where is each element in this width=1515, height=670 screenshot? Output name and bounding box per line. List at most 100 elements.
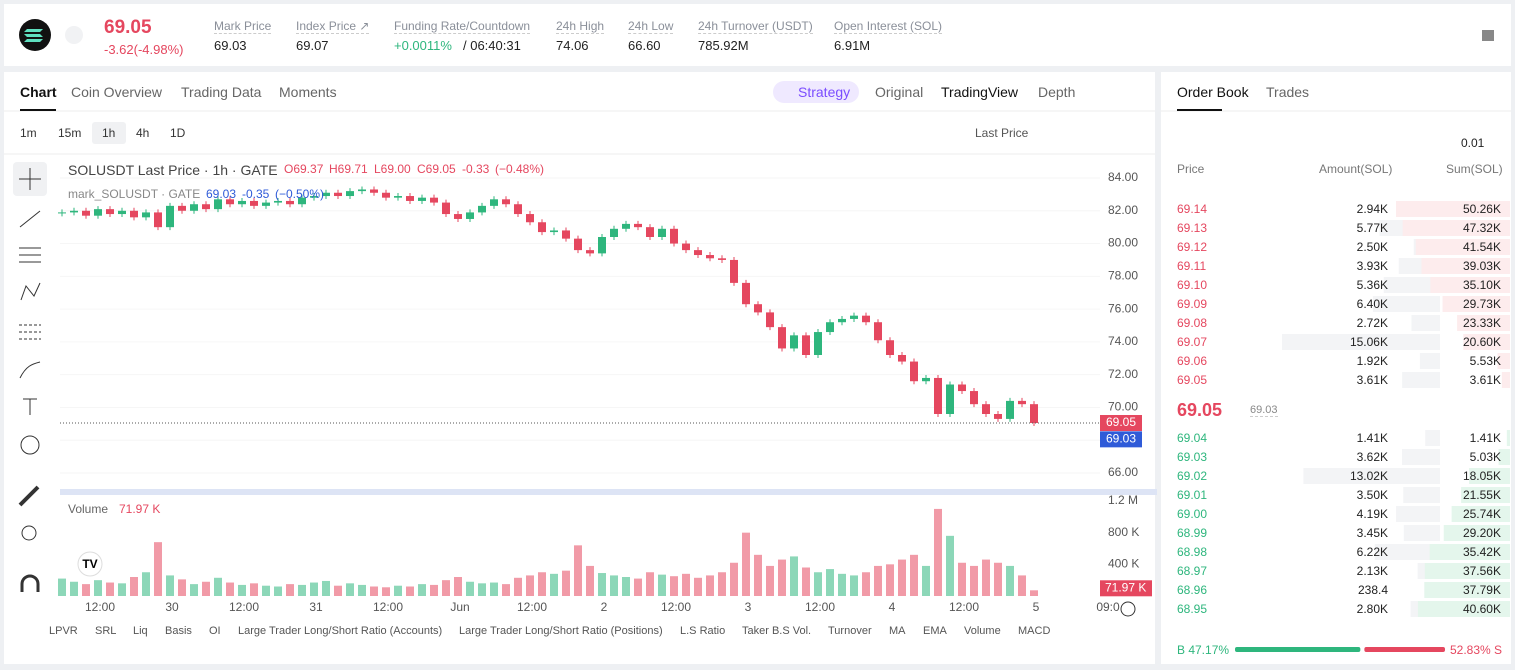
indicator[interactable]: Volume [964,625,1001,637]
mark-price-tag-label: 69.03 [1106,432,1136,446]
timeframe[interactable]: 1D [170,126,186,140]
ob-sum: 1.41K [1469,431,1501,445]
sum-bar [1498,449,1510,465]
indicator[interactable]: Basis [165,625,192,637]
emoji-tool[interactable] [20,435,40,455]
amount-bar [1402,372,1440,388]
timeframe[interactable]: 1h [102,126,116,140]
favorite[interactable] [65,26,83,44]
indicator[interactable]: MACD [1018,625,1051,637]
ob-price: 69.01 [1177,488,1208,502]
indicator[interactable]: Large Trader Long/Short Ratio (Accounts) [238,625,443,637]
layout-icon[interactable] [1482,30,1494,41]
timeframe[interactable]: 4h [136,126,150,140]
candle-body [658,228,666,237]
sum-bar [1451,506,1510,522]
indicator[interactable]: Taker B.S Vol. [742,625,812,637]
ob-amount: 13.02K [1349,469,1388,483]
ob-sum: 35.10K [1462,278,1501,292]
fib-tool[interactable] [19,324,41,340]
volume-bar [130,577,138,596]
volume-bar [274,586,282,596]
volume-bar [430,584,438,596]
candle-body [106,209,114,215]
sum-bar [1497,353,1510,369]
channel-tool[interactable] [19,247,41,263]
indicator[interactable]: L.S Ratio [680,625,726,637]
candle-body [586,250,594,254]
stat-value: 74.06 [556,38,589,53]
timeframe[interactable]: 15m [58,126,82,140]
candle-body [406,196,414,201]
ruler-tool[interactable] [18,485,40,507]
view-tab[interactable]: Strategy [798,84,851,100]
volume-bar [766,565,774,596]
candle-body [334,192,342,197]
precision[interactable]: 0.01 [1461,136,1485,150]
indicator[interactable]: LPVR [49,625,78,637]
legend-mark_chg: -0.35 [242,187,270,201]
x-tick-label: 12:00 [517,600,547,614]
ob-tab[interactable]: Order Book [1177,84,1249,100]
x-tick-label: 12:00 [85,600,115,614]
chart-tab[interactable]: Chart [20,84,57,100]
ob-tab[interactable]: Trades [1266,84,1310,100]
x-tick-label: 12:00 [805,600,835,614]
x-tick-label: 12:00 [949,600,979,614]
volume-bar [166,575,174,596]
stat-value: 69.07 [296,38,329,53]
indicator[interactable]: Turnover [828,625,872,637]
legend-mark_value: 69.03 [206,187,237,201]
volume-bar [538,572,546,596]
candle-body [166,205,174,228]
volume-bar [562,570,570,596]
text-tool[interactable] [23,398,37,415]
price: 69.05 [104,17,152,38]
zoom-tool[interactable] [21,525,37,541]
indicator[interactable]: MA [889,625,906,637]
x-tick-label: 09:0 [1096,600,1120,614]
candle-body [382,192,390,198]
volume-bar [982,559,990,596]
indicator[interactable]: SRL [95,625,117,637]
volume-bar [742,532,750,596]
chart-tab[interactable]: Moments [279,84,337,100]
indicator[interactable]: Large Trader Long/Short Ratio (Positions… [459,625,663,637]
candle-body [58,212,66,214]
volume-bar [730,562,738,596]
volume-bar [670,576,678,596]
timeframe[interactable]: 1m [20,126,37,140]
sum-bar [1415,239,1510,255]
indicator[interactable]: OI [209,625,221,637]
chart-tab[interactable]: Trading Data [181,84,262,100]
candle-body [610,228,618,237]
ob-sum: 40.60K [1462,602,1501,616]
view-tab[interactable]: Original [875,84,924,100]
volume-bar [262,585,270,596]
view-tab[interactable]: Depth [1038,84,1076,100]
candle-body [394,196,402,198]
pattern-tool[interactable] [20,282,41,301]
sum-bar [1443,525,1510,541]
candle-body [670,228,678,244]
magnet-tool[interactable] [20,574,40,592]
volume-bar [250,583,258,596]
candle-body [1006,400,1014,419]
candle-body [118,210,126,215]
indicator[interactable]: EMA [923,625,947,637]
volume-bar [334,585,342,596]
brush-tool[interactable] [19,361,41,379]
mid-price: 69.05 [1177,400,1223,420]
settings[interactable] [1120,601,1136,617]
view-tab[interactable]: TradingView [941,84,1019,100]
crosshair-tool[interactable] [19,168,41,190]
indicator[interactable]: Liq [133,625,148,637]
mark-price-tag [1100,431,1142,448]
line-tool[interactable] [19,210,41,228]
candle-body [502,199,510,205]
chart-tab[interactable]: Coin Overview [71,84,163,100]
stat-label: Open Interest (SOL) [834,19,943,34]
amount-bar [1396,506,1440,522]
price-type[interactable]: Last Price [975,126,1029,140]
